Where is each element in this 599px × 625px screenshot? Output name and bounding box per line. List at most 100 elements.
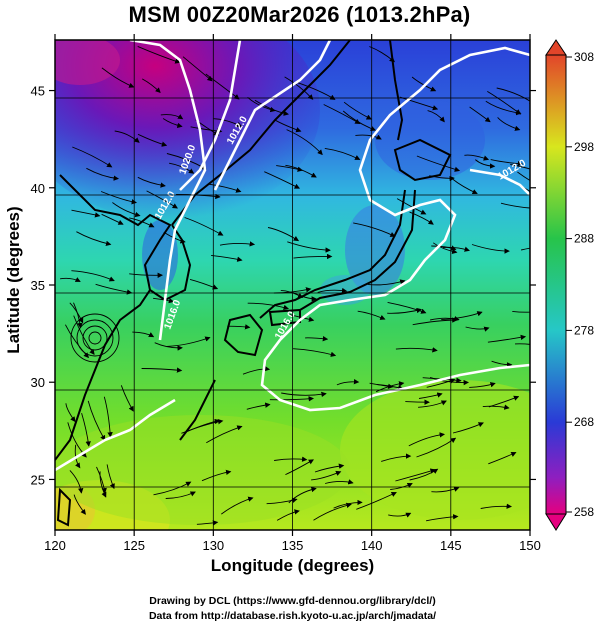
- streamline: [112, 202, 141, 218]
- colorbar-tick-label: 278: [574, 323, 594, 337]
- streamline: [416, 437, 457, 458]
- streamline: [475, 159, 496, 169]
- colorbar-tick-label: 258: [574, 505, 594, 519]
- streamline: [196, 520, 219, 526]
- streamline: [76, 231, 112, 247]
- streamline: [465, 326, 490, 332]
- streamline: [60, 277, 81, 282]
- streamline: [409, 211, 434, 225]
- streamline: [441, 311, 483, 321]
- streamline: [213, 118, 243, 127]
- streamline: [100, 191, 137, 205]
- streamline: [288, 486, 317, 504]
- streamline: [247, 96, 276, 113]
- streamline: [205, 73, 240, 100]
- streamline: [471, 244, 510, 254]
- x-tick-label: 125: [123, 538, 145, 553]
- streamline: [496, 87, 530, 105]
- y-tick-label: 45: [31, 84, 45, 99]
- streamline: [120, 385, 134, 412]
- streamline: [87, 400, 106, 441]
- streamline: [281, 391, 327, 398]
- grid: [55, 40, 530, 530]
- streamline: [388, 512, 412, 518]
- streamline: [71, 209, 101, 218]
- streamline: [137, 133, 168, 147]
- streamline: [276, 509, 300, 521]
- streamline: [431, 486, 460, 493]
- streamline: [416, 155, 461, 172]
- streamline: [452, 422, 484, 434]
- streamline: [286, 129, 323, 156]
- streamline: [65, 403, 76, 423]
- streamline: [490, 159, 524, 167]
- streamline: [405, 399, 430, 405]
- streamline: [129, 217, 155, 228]
- streamline: [71, 270, 115, 282]
- streamline: [491, 360, 513, 368]
- streamline: [129, 272, 163, 278]
- streamline: [333, 499, 363, 509]
- streamline: [375, 381, 405, 393]
- streamline: [254, 99, 289, 116]
- streamline: [166, 153, 207, 170]
- streamline: [276, 165, 303, 172]
- streamline: [166, 336, 211, 347]
- streamline: [99, 471, 107, 498]
- streamline: [81, 412, 91, 447]
- streamline: [452, 178, 478, 195]
- streamline: [442, 246, 470, 252]
- streamline: [284, 76, 314, 100]
- isobars: [55, 40, 530, 472]
- streamline: [72, 146, 113, 168]
- streamline: [464, 154, 490, 161]
- streamline: [189, 278, 219, 290]
- streamline: [367, 279, 406, 286]
- streamline: [153, 481, 192, 496]
- streamline: [336, 378, 360, 386]
- streamline-swirl: [82, 325, 108, 351]
- streamline: [293, 348, 337, 357]
- x-tick-label: 135: [282, 538, 304, 553]
- streamline: [482, 404, 510, 410]
- streamline: [103, 396, 113, 438]
- streamline: [274, 119, 302, 133]
- streamline: [396, 198, 427, 215]
- streamline: [137, 45, 181, 64]
- axis-ticks: 120 125 130 135 140 145 150 25 30 35 40 45: [31, 34, 541, 553]
- y-tick-label: 30: [31, 375, 45, 390]
- streamline: [411, 76, 437, 92]
- streamline-swirl: [70, 313, 120, 363]
- streamline: [266, 497, 298, 505]
- streamline: [324, 479, 354, 485]
- streamline: [469, 106, 491, 123]
- streamline: [186, 418, 221, 433]
- streamline: [293, 253, 333, 260]
- streamline: [469, 382, 496, 388]
- streamline: [485, 100, 522, 116]
- streamline: [154, 342, 183, 351]
- streamline: [267, 227, 300, 242]
- streamline: [381, 453, 412, 462]
- streamline: [95, 283, 133, 295]
- streamline: [412, 317, 458, 326]
- streamline: [184, 217, 224, 236]
- streamline: [390, 482, 413, 490]
- streamline: [418, 400, 447, 408]
- streamline: [280, 290, 304, 298]
- streamline: [169, 162, 195, 174]
- streamline: [96, 466, 107, 494]
- streamline: [480, 503, 512, 509]
- y-tick-label: 25: [31, 472, 45, 487]
- streamline: [137, 176, 166, 188]
- streamline: [114, 130, 140, 143]
- colorbar-tick-label: 268: [574, 415, 594, 429]
- streamline: [73, 302, 83, 329]
- streamline: [343, 101, 372, 120]
- streamline: [432, 242, 458, 255]
- streamline: [101, 67, 135, 88]
- streamline: [246, 402, 271, 410]
- streamline: [387, 301, 427, 314]
- streamline: [487, 334, 527, 343]
